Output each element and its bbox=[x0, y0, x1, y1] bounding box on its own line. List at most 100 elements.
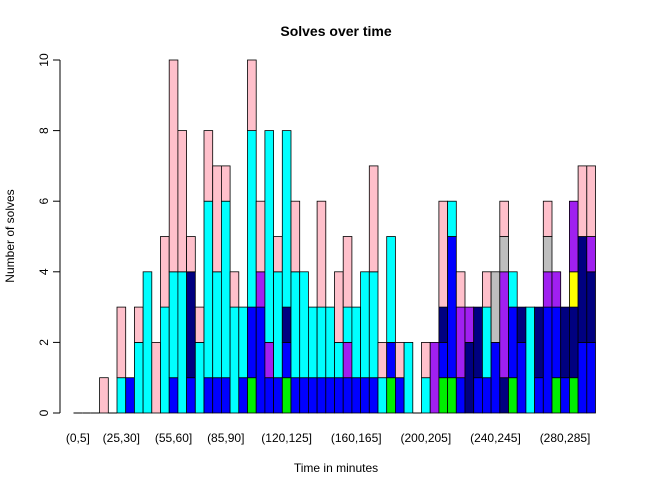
bar-segment-blue bbox=[168, 377, 179, 414]
bar-segment-cyan bbox=[212, 271, 222, 379]
bar-stack-(65,70] bbox=[186, 236, 196, 414]
bar-segment-purple bbox=[342, 341, 353, 379]
bar-segment-blue bbox=[508, 306, 518, 379]
bar-stack-(45,50] bbox=[151, 341, 161, 414]
bar-segment-cyan bbox=[316, 306, 327, 379]
bar-segment-green bbox=[247, 377, 257, 414]
bar-segment-pink bbox=[229, 271, 240, 308]
bar-segment-pink bbox=[421, 341, 431, 379]
bar-segment-pink bbox=[220, 165, 231, 202]
bar-stack-(265,270] bbox=[534, 306, 544, 414]
bar-stack-(295,300] bbox=[586, 165, 596, 414]
bar-stack-(165,170] bbox=[360, 271, 370, 414]
bar-segment-cyan bbox=[168, 271, 179, 379]
bar-segment-pink bbox=[334, 271, 344, 343]
bar-segment-cyan bbox=[325, 306, 335, 379]
bar-segment-navy bbox=[186, 271, 196, 379]
bar-segment-pink bbox=[455, 271, 466, 308]
bar-stack-(130,135] bbox=[299, 271, 309, 414]
bar-segment-purple bbox=[429, 341, 440, 414]
x-tick-label: (200,205] bbox=[400, 431, 451, 445]
bar-segment-blue bbox=[386, 341, 396, 379]
x-tick-label: (280,285] bbox=[540, 431, 591, 445]
bar-segment-purple bbox=[542, 271, 553, 308]
bar-stack-(35,40] bbox=[133, 306, 144, 414]
bar-stack-(175,180] bbox=[377, 341, 388, 414]
bar-stack-(75,80] bbox=[203, 130, 214, 414]
y-tick-label: 0 bbox=[37, 409, 51, 416]
bar-segment-cyan bbox=[360, 271, 370, 379]
bar-segment-blue bbox=[273, 377, 283, 414]
bar-segment-cyan bbox=[351, 306, 361, 379]
bar-segment-cyan bbox=[403, 341, 414, 414]
bar-segment-blue bbox=[238, 377, 248, 414]
bar-segment-pink bbox=[499, 200, 509, 237]
y-tick-label: 10 bbox=[37, 53, 51, 67]
bar-segment-pink bbox=[194, 306, 205, 343]
bar-stack-(140,145] bbox=[316, 200, 327, 414]
bar-stack-(160,165] bbox=[351, 306, 361, 414]
bar-segment-blue bbox=[316, 377, 327, 414]
bar-segment-pink bbox=[255, 200, 266, 273]
bar-stack-(255,260] bbox=[516, 306, 527, 414]
bar-segment-green bbox=[551, 377, 562, 414]
bar-segment-cyan bbox=[342, 306, 353, 343]
y-tick-label: 4 bbox=[37, 268, 51, 275]
bar-segment-cyan bbox=[368, 271, 379, 379]
bar-segment-navy bbox=[281, 306, 292, 343]
bar-segment-blue bbox=[307, 377, 318, 414]
bar-stack-(170,175] bbox=[368, 165, 379, 414]
bar-segment-navy bbox=[438, 306, 448, 343]
x-tick-label: (0,5] bbox=[66, 431, 90, 445]
bar-stack-(70,75] bbox=[194, 306, 205, 414]
bar-stack-(120,125] bbox=[281, 130, 292, 414]
bar-segment-cyan bbox=[220, 200, 231, 379]
bar-segment-pink bbox=[177, 130, 187, 273]
bar-segment-cyan bbox=[508, 271, 518, 308]
bar-stack-(220,225] bbox=[455, 271, 466, 414]
bar-segment-pink bbox=[99, 377, 109, 414]
bar-stack-(250,255] bbox=[508, 271, 518, 414]
bar-segment-gray bbox=[542, 236, 553, 273]
bar-segment-blue bbox=[586, 341, 596, 414]
bar-stack-(280,285] bbox=[560, 306, 570, 414]
bar-segment-green bbox=[569, 377, 579, 414]
bar-segment-cyan bbox=[273, 271, 283, 379]
bar-segment-blue bbox=[220, 377, 231, 414]
bar-stack-(260,265] bbox=[525, 306, 536, 414]
bar-stack-(200,205] bbox=[421, 341, 431, 414]
bar-stack-(235,240] bbox=[481, 271, 492, 414]
bar-segment-blue bbox=[325, 377, 335, 414]
bar-stack-(185,190] bbox=[394, 341, 405, 414]
chart-title: Solves over time bbox=[280, 23, 391, 39]
y-axis-label: Number of solves bbox=[3, 189, 17, 282]
bar-segment-pink bbox=[586, 165, 596, 237]
bar-segment-purple bbox=[455, 306, 466, 379]
bar-segment-pink bbox=[316, 200, 327, 308]
bar-segment-blue bbox=[360, 377, 370, 414]
bar-segment-cyan bbox=[194, 341, 205, 414]
x-tick-label: (160,165] bbox=[331, 431, 382, 445]
bar-segment-cyan bbox=[386, 236, 396, 343]
bar-segment-blue bbox=[560, 377, 570, 414]
bar-segment-pink bbox=[186, 236, 196, 273]
bar-segment-blue bbox=[534, 377, 544, 414]
bar-segment-blue bbox=[490, 341, 501, 414]
bar-stack-(25,30] bbox=[116, 306, 127, 414]
bar-segment-blue bbox=[212, 377, 222, 414]
bar-stack-(95,100] bbox=[238, 306, 248, 414]
bar-stack-(30,35] bbox=[125, 377, 135, 414]
bar-stack-(135,140] bbox=[307, 306, 318, 414]
bar-segment-cyan bbox=[421, 377, 431, 414]
bar-stack-(100,105] bbox=[247, 59, 257, 414]
y-tick-label: 6 bbox=[37, 198, 51, 205]
bar-segment-pink bbox=[168, 59, 179, 273]
bar-segment-blue bbox=[247, 306, 257, 379]
bar-segment-purple bbox=[255, 271, 266, 308]
x-axis-label: Time in minutes bbox=[294, 461, 378, 475]
bar-segment-blue bbox=[447, 236, 457, 379]
bar-segment-blue bbox=[473, 377, 483, 414]
bar-stack-(115,120] bbox=[273, 236, 283, 414]
bar-segment-cyan bbox=[229, 306, 240, 414]
bar-segment-purple bbox=[569, 200, 579, 273]
